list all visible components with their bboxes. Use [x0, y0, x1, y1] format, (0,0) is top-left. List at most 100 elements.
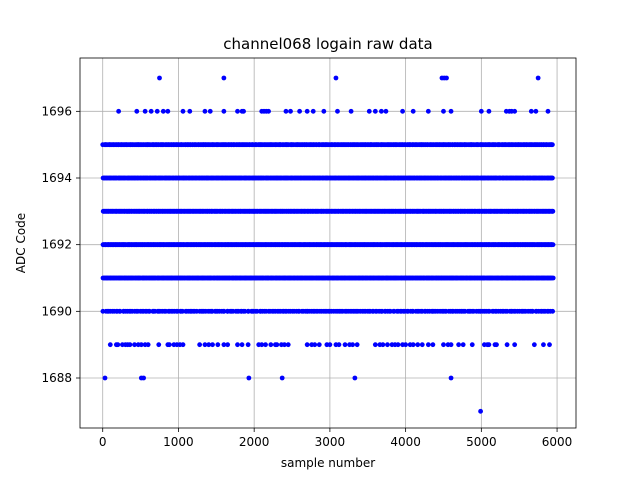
data-point: [127, 342, 133, 348]
y-tick-label: 1688: [41, 371, 72, 385]
y-tick-label: 1694: [41, 171, 72, 185]
data-point: [304, 342, 310, 348]
data-point: [166, 342, 172, 348]
data-point: [478, 108, 484, 114]
data-point: [400, 108, 405, 114]
data-point: [444, 75, 449, 81]
data-point: [366, 108, 372, 114]
data-point: [380, 342, 386, 348]
data-point: [117, 308, 123, 314]
data-point: [545, 108, 551, 114]
data-point: [141, 375, 147, 381]
data-point: [274, 342, 280, 348]
data-point: [138, 342, 144, 348]
data-point: [385, 342, 390, 348]
data-point: [266, 108, 271, 114]
data-point: [263, 342, 268, 348]
data-point: [225, 342, 231, 348]
data-point: [494, 342, 499, 348]
data-point: [478, 408, 483, 414]
data-point: [134, 108, 140, 114]
data-point: [342, 342, 348, 348]
data-point: [550, 308, 556, 314]
data-point: [107, 342, 113, 348]
data-point: [132, 342, 137, 348]
data-point: [550, 242, 556, 248]
data-point: [221, 108, 227, 114]
data-point: [354, 342, 360, 348]
data-point: [304, 108, 310, 114]
y-tick-label: 1696: [41, 104, 72, 118]
data-point: [504, 342, 510, 348]
x-tick-label: 5000: [466, 435, 497, 449]
data-point: [245, 342, 251, 348]
x-tick-label: 3000: [315, 435, 346, 449]
data-point: [533, 108, 539, 114]
data-point: [215, 342, 221, 348]
axis-ticks: 0 1000 2000 3000 4000 5000 6000 1688 1690 1692 169…: [41, 104, 572, 449]
data-point: [430, 342, 436, 348]
data-point: [460, 342, 466, 348]
x-axis-label: sample number: [281, 456, 375, 470]
data-point: [372, 342, 378, 348]
data-point: [160, 108, 166, 114]
data-point: [165, 108, 171, 114]
data-point: [448, 342, 454, 348]
data-point: [333, 75, 339, 81]
data-point: [512, 342, 518, 348]
data-point: [336, 342, 342, 348]
data-point: [448, 108, 454, 114]
data-point: [441, 108, 446, 114]
data-point: [352, 375, 358, 381]
data-point: [207, 108, 213, 114]
data-point: [547, 342, 552, 348]
data-point: [316, 342, 322, 348]
data-point: [206, 342, 212, 348]
data-point: [246, 375, 252, 381]
data-point: [187, 108, 193, 114]
x-tick-label: 0: [99, 435, 107, 449]
x-tick-label: 1000: [163, 435, 194, 449]
data-points: [100, 75, 556, 414]
data-point: [116, 108, 122, 114]
data-point: [221, 75, 227, 81]
y-tick-label: 1690: [41, 304, 72, 318]
data-point: [285, 342, 291, 348]
x-tick-label: 4000: [390, 435, 421, 449]
data-point: [378, 108, 384, 114]
data-point: [395, 342, 401, 348]
data-point: [419, 342, 425, 348]
data-point: [102, 375, 108, 381]
data-point: [327, 342, 333, 348]
data-point: [403, 342, 409, 348]
data-point: [486, 342, 492, 348]
data-point: [279, 375, 285, 381]
data-point: [321, 108, 327, 114]
data-point: [415, 342, 421, 348]
data-point: [383, 108, 389, 114]
data-point: [202, 108, 208, 114]
data-point: [268, 342, 274, 348]
data-point: [550, 142, 555, 148]
data-point: [202, 342, 208, 348]
data-point: [528, 108, 534, 114]
data-point: [469, 342, 475, 348]
data-point: [350, 342, 356, 348]
y-tick-label: 1692: [41, 238, 72, 252]
data-point: [210, 342, 215, 348]
data-point: [550, 275, 556, 281]
data-point: [115, 342, 121, 348]
x-tick-label: 2000: [239, 435, 270, 449]
data-point: [259, 342, 265, 348]
data-point: [550, 175, 555, 181]
data-point: [448, 375, 454, 381]
data-point: [486, 108, 492, 114]
data-point: [197, 342, 203, 348]
plot-frame: [79, 57, 577, 429]
data-point: [241, 108, 246, 114]
data-point: [535, 75, 541, 81]
data-point: [297, 108, 302, 114]
data-point: [235, 108, 240, 114]
data-point: [180, 108, 186, 114]
